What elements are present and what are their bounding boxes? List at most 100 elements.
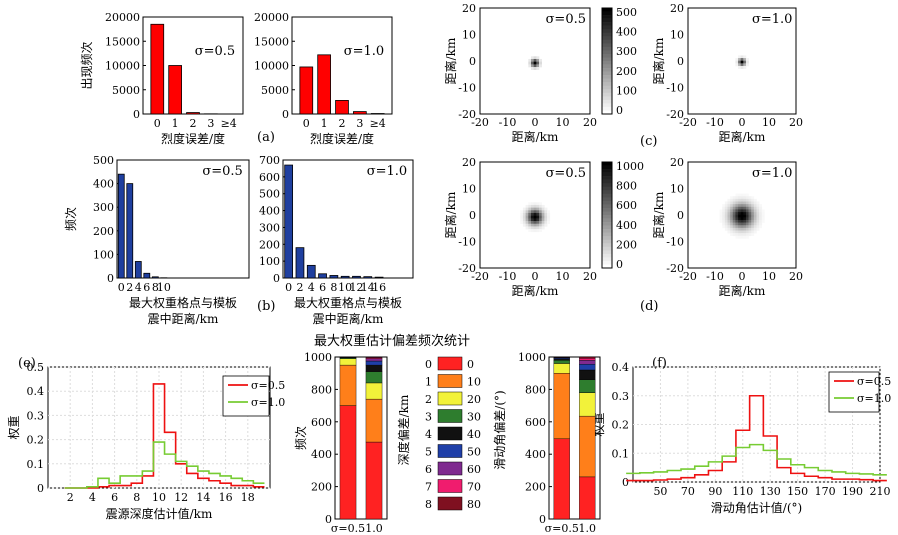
y-tick-b2-label: 100 [259,255,280,268]
x-tick-label-e: 2 [67,491,74,504]
heatmap-cell-c2 [743,60,747,64]
heatmap-cell-d2 [730,214,734,218]
heatmap-cell-d2 [751,206,755,210]
heatmap-cell-d1 [539,202,543,206]
heatmap-cell-d1 [547,218,551,222]
stacked-segment-g2 [579,476,596,520]
x-axis-label-d1: 距离/km [512,283,559,298]
x-tick-label-b2: 4 [308,281,315,294]
x-tick-label-e: 6 [111,491,118,504]
heatmap-cell-d2 [732,198,736,202]
heatmap-cell-d1 [530,223,534,227]
legend-label-f: σ=0.5 [857,375,891,388]
bar-b2 [295,247,305,279]
heatmap-cell-d2 [743,219,747,223]
stacked-segment-g1 [365,398,383,443]
colorbar-tick-label-d1: 800 [616,180,637,193]
bar-b1 [117,173,125,279]
colorbar-step-c1 [602,36,612,41]
heatmap-cell-d2 [740,233,744,237]
stack-legend-left-title: 深度偏差/km [396,394,411,465]
heatmap-cell-d2 [753,225,757,229]
x-tick-label-d2: 20 [789,270,803,283]
heatmap-cell-d2 [727,198,731,202]
x-tick-label-f: 150 [787,485,808,498]
heatmap-cell-d1 [536,204,540,208]
heatmap-cell-d1 [547,215,551,219]
heatmap-cell-d2 [735,219,739,223]
annotation-b1: σ=0.5 [202,164,242,179]
stack-legend-left-label: 6 [425,463,432,476]
heatmap-cell-d2 [727,230,731,234]
heatmap-cell-d2 [724,225,728,229]
stack-legend-left-label: 1 [425,376,432,389]
colorbar-step-d1 [602,183,612,188]
panel-label-d: (d) [640,299,658,314]
colorbar-step-d1 [602,243,612,248]
heatmap-cell-d2 [730,196,734,200]
heatmap-cell-d2 [753,217,757,221]
heatmap-cell-d1 [541,204,545,208]
heatmap-cell-d2 [730,230,734,234]
heatmap-cell-d2 [751,227,755,231]
heatmap-cell-d1 [528,229,532,233]
heatmap-cell-d2 [735,212,739,215]
heatmap-cell-d2 [738,219,741,223]
x-tick-label-f: 90 [708,485,722,498]
x-axis-label-a2: 烈度误差/度 [310,131,374,146]
heatmap-cell-d2 [743,233,747,237]
y-tick-b1-label: 500 [93,154,114,167]
colorbar-step-c1 [602,43,612,48]
x-tick-label-a1: 0 [154,117,161,130]
heatmap-cell-c1 [530,67,534,71]
heatmap-cell-d2 [732,217,736,221]
heatmap-cell-d2 [724,214,728,218]
stack-legend-left-label: 5 [425,446,432,459]
bar-b1 [143,272,151,279]
heatmap-cell-c1 [536,64,540,68]
heatmap-cell-d2 [753,219,757,223]
heatmap-cell-d1 [541,210,545,214]
heatmap-cell-d2 [735,227,739,231]
heatmap-cell-d1 [544,223,548,227]
heatmap-cell-d2 [759,212,763,215]
colorbar-step-d1 [602,193,612,198]
colorbar-step-d1 [602,257,612,262]
x-tick-label-d1: 10 [556,270,570,283]
colorbar-step-c1 [602,68,612,72]
heatmap-cell-d2 [727,214,731,218]
heatmap-cell-d1 [525,223,529,227]
y-tick-label-g1: 200 [311,481,332,494]
series-line-e [64,441,265,489]
heatmap-cell-d2 [745,212,749,215]
y-tick-label-e: 0 [37,482,44,495]
bar-b1 [134,261,142,279]
y-tick-a2-label: 20000 [254,11,289,24]
stacked-segment-g2 [579,360,596,365]
heatmap-cell-d2 [756,214,760,218]
heatmap-cell-d1 [539,207,543,211]
heatmap-cell-d2 [740,212,744,215]
x-tick-label-b1: 6 [143,281,150,294]
heatmap-cell-c1 [539,64,543,68]
colorbar-step-d1 [602,162,612,166]
heatmap-cell-d2 [730,212,734,215]
plot-frame-d1 [479,161,591,269]
colorbar-step-d1 [602,207,612,212]
legend-label-e: σ=1.0 [251,396,285,409]
heatmap-cell-c1 [530,64,534,68]
heatmap-cell-d1 [530,204,534,208]
heatmap-cell-c1 [530,56,534,60]
heatmap-cell-d1 [522,218,526,222]
heatmap-cell-d2 [732,227,736,231]
stacked-segment-g2 [553,358,570,361]
x-tick-label-c2: -20 [679,116,697,129]
y-tick-label-g2: 1000 [518,351,546,364]
x-tick-label-c2: 20 [789,116,803,129]
heatmap-cell-d1 [536,221,540,225]
heatmap-cell-d2 [751,214,755,218]
y-tick-label-c1: -10 [458,82,476,95]
heatmap-cell-c2 [738,63,741,67]
heatmap-cell-d1 [528,223,532,227]
